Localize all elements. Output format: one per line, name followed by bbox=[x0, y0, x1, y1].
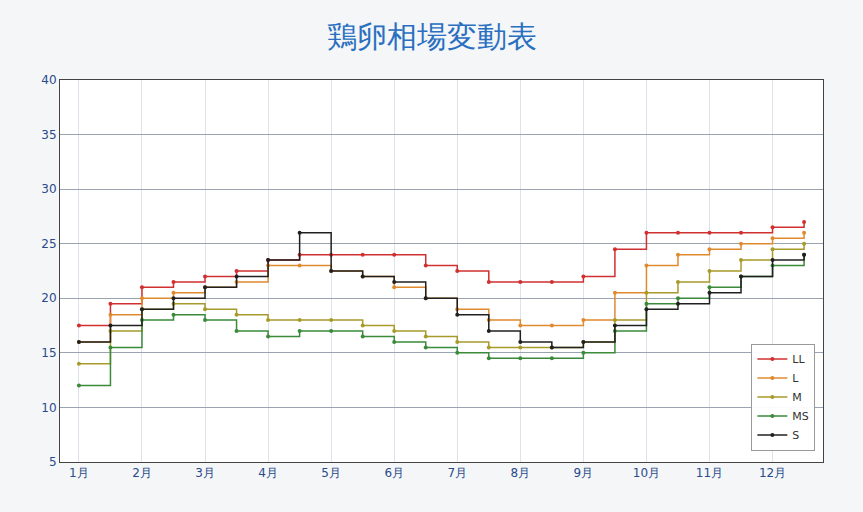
svg-text:7月: 7月 bbox=[447, 466, 467, 480]
svg-text:L: L bbox=[792, 372, 799, 385]
svg-text:S: S bbox=[792, 429, 799, 442]
svg-text:M: M bbox=[792, 391, 802, 404]
svg-text:MS: MS bbox=[792, 410, 808, 423]
svg-text:8月: 8月 bbox=[510, 466, 530, 480]
svg-text:9月: 9月 bbox=[574, 466, 594, 480]
svg-text:25: 25 bbox=[41, 237, 56, 251]
svg-text:10月: 10月 bbox=[633, 466, 660, 480]
svg-text:5月: 5月 bbox=[321, 466, 341, 480]
svg-text:2月: 2月 bbox=[132, 466, 152, 480]
svg-text:35: 35 bbox=[41, 128, 56, 142]
svg-text:3月: 3月 bbox=[195, 466, 215, 480]
svg-text:40: 40 bbox=[41, 73, 56, 87]
svg-text:30: 30 bbox=[41, 182, 56, 196]
svg-text:鶏卵相場変動表: 鶏卵相場変動表 bbox=[327, 19, 537, 54]
svg-text:5: 5 bbox=[49, 455, 57, 469]
svg-text:12月: 12月 bbox=[759, 466, 786, 480]
svg-text:11月: 11月 bbox=[696, 466, 723, 480]
svg-text:6月: 6月 bbox=[384, 466, 404, 480]
svg-text:4月: 4月 bbox=[258, 466, 278, 480]
svg-text:15: 15 bbox=[41, 346, 56, 360]
svg-text:20: 20 bbox=[41, 291, 56, 305]
svg-text:LL: LL bbox=[792, 353, 805, 366]
svg-text:1月: 1月 bbox=[69, 466, 89, 480]
svg-text:10: 10 bbox=[41, 401, 56, 415]
